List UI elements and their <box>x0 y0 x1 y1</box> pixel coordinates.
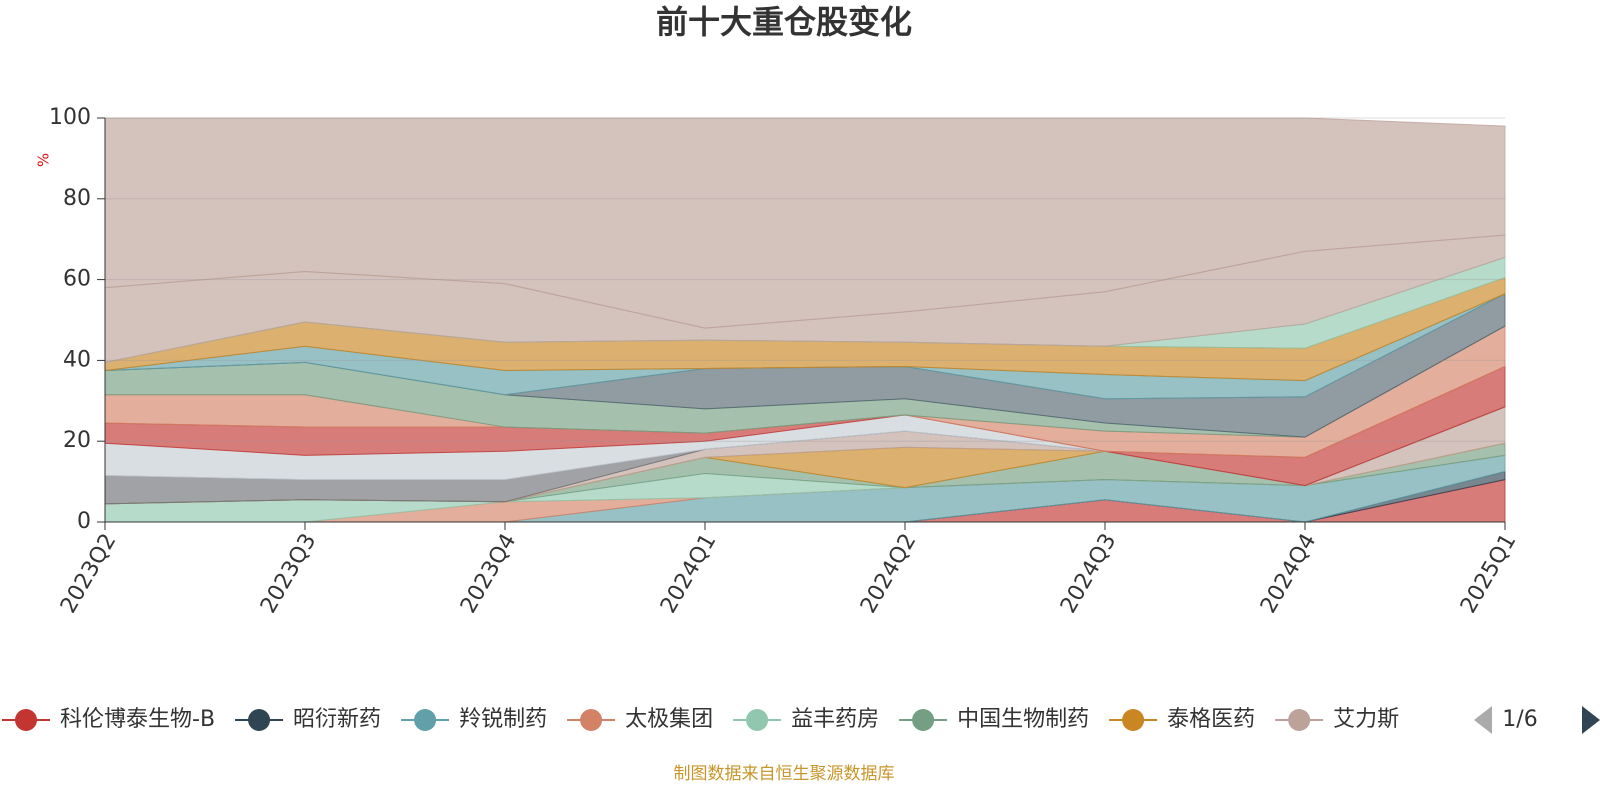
x-tick-label: 2023Q2 <box>56 530 121 618</box>
legend-prev[interactable] <box>1474 706 1492 734</box>
legend-marker <box>746 709 769 731</box>
legend-item[interactable]: 益丰药房 <box>733 707 879 732</box>
x-tick-label: 2024Q2 <box>856 530 921 618</box>
legend-page: 1/6 <box>1502 707 1537 732</box>
x-tick-label: 2025Q1 <box>1456 530 1521 618</box>
legend-label: 昭衍新药 <box>293 707 381 732</box>
legend-label: 中国生物制药 <box>957 707 1089 732</box>
x-tick-label: 2024Q3 <box>1056 530 1121 618</box>
legend-item[interactable]: 科伦博泰生物-B <box>2 707 215 732</box>
legend-label: 太极集团 <box>625 707 713 732</box>
y-tick-label: 100 <box>49 105 91 130</box>
legend-item[interactable]: 羚锐制药 <box>401 707 547 732</box>
y-unit: % <box>35 153 53 167</box>
legend-item[interactable]: 太极集团 <box>567 707 713 732</box>
x-tick-label: 2024Q4 <box>1256 530 1321 618</box>
legend-next[interactable] <box>1582 706 1600 734</box>
legend-marker <box>580 709 603 731</box>
legend-item[interactable]: 中国生物制药 <box>899 707 1089 732</box>
source-note: 制图数据来自恒生聚源数据库 <box>674 764 895 784</box>
y-tick-label: 60 <box>63 267 91 292</box>
x-tick-label: 2024Q1 <box>656 530 721 618</box>
legend-marker <box>1122 709 1145 731</box>
legend-label: 益丰药房 <box>791 707 879 732</box>
legend-marker <box>414 709 437 731</box>
legend-item[interactable]: 艾力斯 <box>1275 707 1399 732</box>
legend-label: 科伦博泰生物-B <box>60 707 215 732</box>
legend-marker <box>248 709 271 731</box>
legend: 科伦博泰生物-B 昭衍新药 羚锐制药 太极集团 益丰药房 中国生物制药 泰格医药 艾力斯 <box>2 707 1399 732</box>
y-tick-label: 20 <box>63 428 91 453</box>
legend-label: 泰格医药 <box>1167 707 1255 732</box>
y-tick-label: 0 <box>77 509 91 534</box>
legend-marker <box>15 709 37 731</box>
chart-title: 前十大重仓股变化 <box>656 3 912 41</box>
legend-marker <box>1288 709 1311 731</box>
legend-label: 羚锐制药 <box>459 707 547 732</box>
legend-item[interactable]: 泰格医药 <box>1109 707 1255 732</box>
y-tick-label: 40 <box>63 347 91 372</box>
legend-item[interactable]: 昭衍新药 <box>235 707 381 732</box>
x-tick-label: 2023Q4 <box>456 530 521 618</box>
area <box>104 117 1506 329</box>
legend-marker <box>912 709 935 731</box>
x-tick-label: 2023Q3 <box>256 530 321 618</box>
legend-label: 艾力斯 <box>1333 707 1399 732</box>
plot-area <box>104 117 1506 523</box>
y-tick-label: 80 <box>63 186 91 211</box>
